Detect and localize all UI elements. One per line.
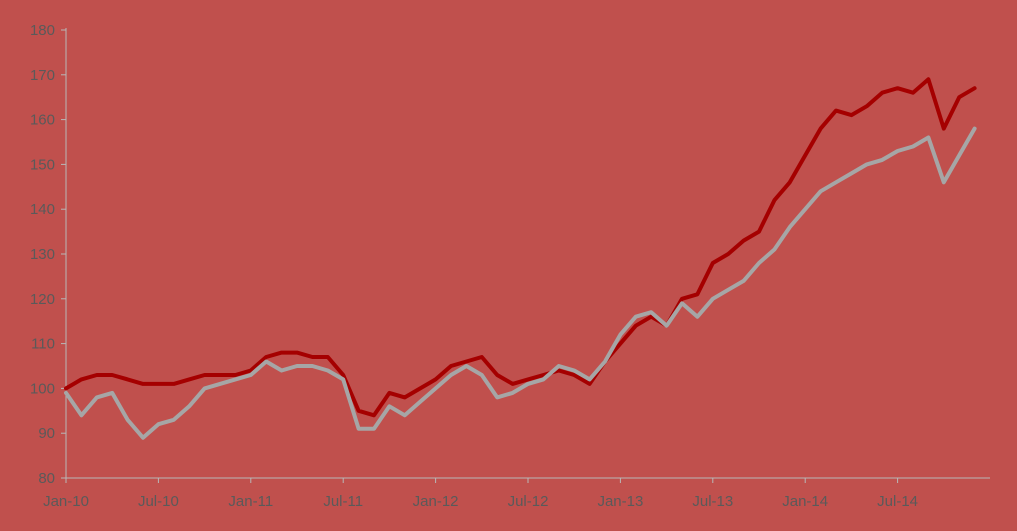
x-tick-label: Jan-13: [597, 493, 643, 510]
y-tick-label: 110: [31, 336, 55, 353]
x-tick-label: Jan-10: [43, 493, 89, 510]
x-tick-label: Jan-14: [782, 493, 828, 510]
x-tick-label: Jan-11: [228, 493, 273, 510]
x-tick-label: Jul-11: [323, 493, 363, 510]
y-tick-label: 160: [30, 112, 55, 129]
y-axis-ticks: 80 90 100 110 120 130 140 150 160 170 180: [30, 22, 66, 487]
y-tick-label: 80: [38, 470, 55, 487]
x-axis-ticks: Jan-10 Jul-10 Jan-11 Jul-11 Jan-12 Jul-12 Jan-…: [43, 478, 918, 510]
series-line-1: [64, 77, 977, 418]
y-tick-label: 170: [30, 67, 55, 84]
y-tick-label: 90: [38, 425, 55, 442]
series-layer: [64, 77, 977, 440]
y-tick-label: 130: [30, 246, 55, 263]
y-tick-label: 180: [30, 22, 55, 39]
x-tick-label: Jul-13: [692, 493, 733, 510]
y-tick-label: 150: [30, 156, 55, 173]
x-tick-label: Jul-10: [138, 493, 179, 510]
y-tick-label: 140: [30, 201, 55, 218]
y-tick-label: 100: [30, 380, 55, 397]
x-tick-label: Jan-12: [413, 493, 459, 510]
x-tick-label: Jul-12: [508, 493, 549, 510]
series-line-2: [64, 126, 977, 440]
y-tick-label: 120: [30, 291, 55, 308]
x-tick-label: Jul-14: [877, 493, 918, 510]
